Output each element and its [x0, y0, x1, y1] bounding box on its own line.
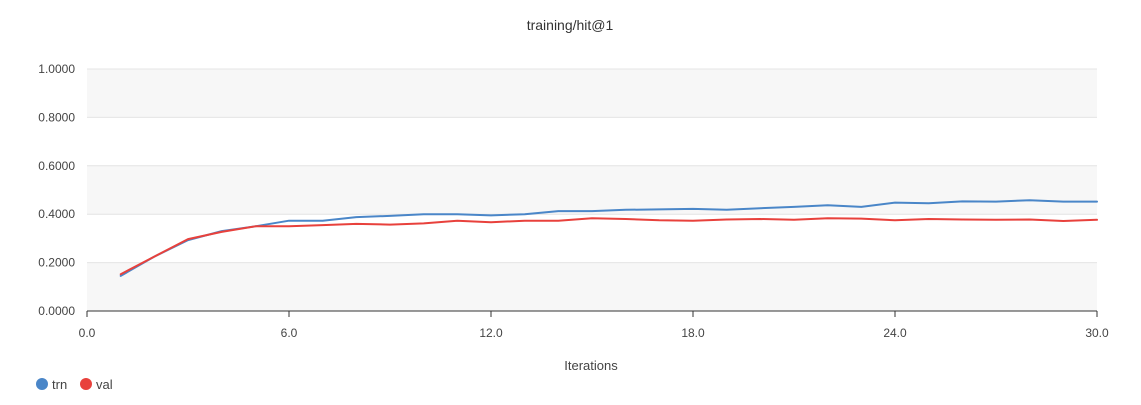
x-tick-label: 0.0	[79, 326, 96, 340]
legend: trn val	[36, 377, 113, 392]
series-line-trn	[119, 199, 1098, 277]
plot-band	[87, 214, 1097, 263]
series-lines	[119, 199, 1098, 277]
legend-label: trn	[52, 377, 67, 392]
y-tick-label: 1.0000	[38, 62, 75, 76]
legend-item-trn[interactable]: trn	[36, 377, 67, 392]
chart-title: training/hit@1	[527, 17, 614, 33]
x-tick-label: 12.0	[479, 326, 503, 340]
y-tick-label: 0.2000	[38, 256, 75, 270]
legend-label: val	[96, 377, 113, 392]
x-tick-label: 30.0	[1085, 326, 1109, 340]
plot-band	[87, 69, 1097, 118]
series-line-val	[119, 217, 1098, 276]
y-tick-label: 0.0000	[38, 304, 75, 318]
x-axis-ticks: 0.0 6.0 12.0 18.0 24.0 30.0	[79, 311, 1109, 340]
legend-marker	[36, 378, 48, 390]
plot-bands	[87, 69, 1097, 311]
plot-band	[87, 165, 1097, 215]
legend-item-val[interactable]: val	[80, 377, 113, 392]
x-tick-label: 18.0	[681, 326, 705, 340]
legend-marker	[80, 378, 92, 390]
y-axis: 0.0000 0.2000 0.4000 0.6000 0.8000 1.0000	[38, 62, 75, 318]
plot-band	[87, 117, 1097, 166]
y-tick-label: 0.6000	[38, 159, 75, 173]
plot-band	[87, 262, 1097, 311]
y-tick-label: 0.8000	[38, 110, 75, 124]
x-tick-label: 6.0	[281, 326, 298, 340]
x-tick-label: 24.0	[883, 326, 907, 340]
y-tick-label: 0.4000	[38, 207, 75, 221]
x-axis-label: Iterations	[564, 358, 618, 373]
